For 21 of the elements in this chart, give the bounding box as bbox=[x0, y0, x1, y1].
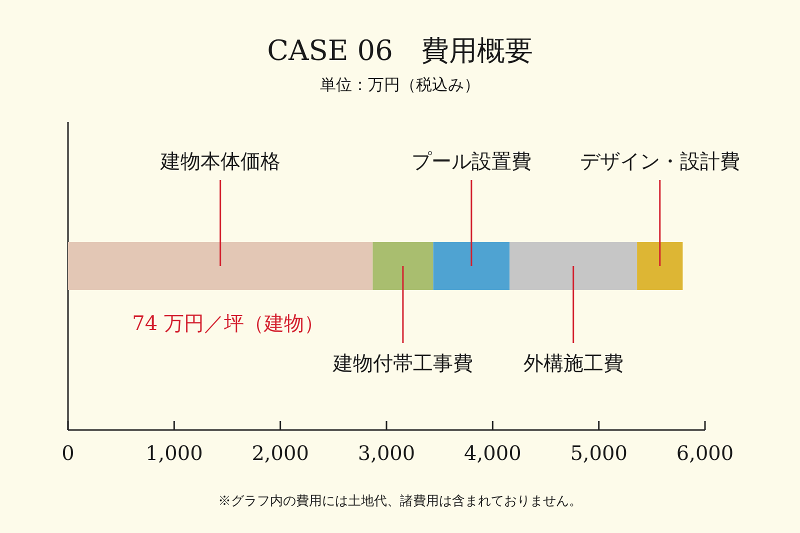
bar bbox=[637, 242, 683, 290]
annotation: 74 万円／坪（建物） bbox=[132, 311, 324, 335]
text: 建物付帯工事費 bbox=[332, 351, 473, 375]
text: 外構施工費 bbox=[523, 351, 624, 375]
bar bbox=[510, 242, 638, 290]
bar bbox=[433, 242, 510, 290]
x-tick-label: 2,000 bbox=[252, 441, 309, 465]
x-tick-label: 1,000 bbox=[146, 441, 203, 465]
text: プール設置費 bbox=[411, 149, 532, 173]
text: デザイン・設計費 bbox=[580, 149, 740, 173]
x-tick-label: 4,000 bbox=[464, 441, 522, 465]
x-tick-label: 5,000 bbox=[570, 441, 628, 465]
x-tick-label: 0 bbox=[62, 441, 74, 465]
x-tick-label: 6,000 bbox=[676, 441, 734, 465]
text: ※グラフ内の費用には土地代、諸費用は含まれておりません。 bbox=[218, 494, 582, 509]
bar bbox=[372, 242, 434, 290]
chart-title: CASE 06 費用概要 bbox=[267, 34, 533, 67]
text: 建物本体価格 bbox=[159, 149, 280, 173]
bar bbox=[68, 242, 373, 290]
chart-subtitle: 単位：万円（税込み） bbox=[320, 75, 480, 94]
x-tick-label: 3,000 bbox=[358, 441, 416, 465]
